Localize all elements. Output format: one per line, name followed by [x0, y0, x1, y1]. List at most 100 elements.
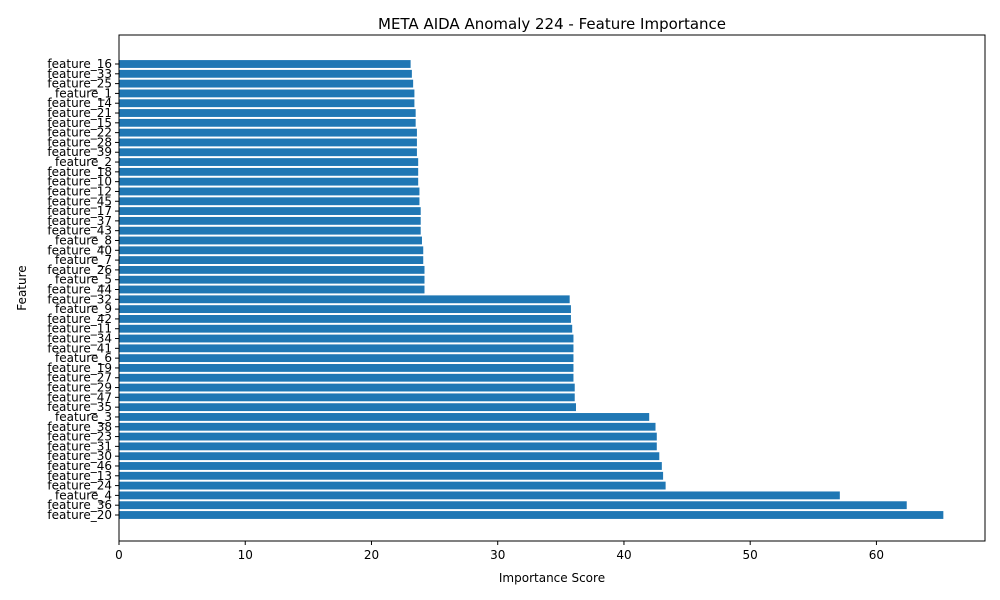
bar-feature_37 — [119, 216, 421, 225]
bar-feature_27 — [119, 373, 574, 382]
bar-feature_41 — [119, 344, 574, 353]
bar-feature_16 — [119, 60, 411, 68]
y-tick-label: feature_18 — [47, 165, 112, 179]
bar-feature_7 — [119, 256, 424, 265]
y-tick-label: feature_29 — [47, 381, 112, 395]
bar-feature_8 — [119, 236, 422, 245]
x-tick-label: 50 — [743, 548, 758, 562]
bar-feature_22 — [119, 128, 417, 137]
y-tick-label: feature_31 — [47, 439, 112, 453]
y-tick-label: feature_14 — [47, 96, 112, 110]
bar-feature_21 — [119, 109, 416, 117]
y-tick-label: feature_12 — [47, 184, 112, 198]
y-tick-label: feature_4 — [55, 488, 112, 502]
bar-feature_23 — [119, 432, 657, 441]
bar-feature_38 — [119, 422, 656, 431]
y-tick-label: feature_22 — [47, 126, 112, 140]
y-tick-label: feature_17 — [47, 204, 112, 218]
y-tick-label: feature_41 — [47, 341, 112, 355]
y-tick-label: feature_8 — [55, 233, 112, 247]
x-tick-label: 60 — [869, 548, 884, 562]
bar-feature_25 — [119, 79, 414, 88]
bar-feature_18 — [119, 167, 419, 176]
bar-feature_31 — [119, 442, 657, 451]
y-tick-label: feature_23 — [47, 430, 112, 444]
y-axis-label: Feature — [15, 265, 29, 310]
y-tick-label: feature_11 — [47, 322, 112, 336]
bars-group — [119, 60, 944, 519]
bar-feature_39 — [119, 148, 417, 157]
x-tick-label: 0 — [115, 548, 123, 562]
bar-feature_28 — [119, 138, 417, 147]
y-tick-label: feature_33 — [47, 67, 112, 81]
y-tick-label: feature_43 — [47, 224, 112, 238]
bar-feature_36 — [119, 501, 907, 510]
bar-feature_17 — [119, 207, 421, 215]
y-tick-label: feature_5 — [55, 273, 112, 287]
x-tick-label: 40 — [616, 548, 631, 562]
y-axis-ticks: feature_20feature_36feature_4feature_24f… — [47, 57, 119, 522]
y-tick-label: feature_21 — [47, 106, 112, 120]
bar-feature_19 — [119, 364, 574, 372]
y-tick-label: feature_47 — [47, 390, 112, 404]
bar-feature_6 — [119, 354, 574, 363]
chart-title: META AIDA Anomaly 224 - Feature Importan… — [378, 15, 726, 33]
y-tick-label: feature_35 — [47, 400, 112, 414]
bar-feature_29 — [119, 383, 575, 392]
bar-feature_12 — [119, 187, 420, 196]
bar-feature_5 — [119, 275, 425, 284]
bar-feature_43 — [119, 226, 421, 235]
y-tick-label: feature_27 — [47, 371, 112, 385]
bar-feature_33 — [119, 69, 412, 78]
y-tick-label: feature_39 — [47, 145, 112, 159]
y-tick-label: feature_10 — [47, 175, 112, 189]
y-tick-label: feature_44 — [47, 283, 112, 297]
y-tick-label: feature_24 — [47, 479, 112, 493]
bar-feature_10 — [119, 177, 419, 186]
y-tick-label: feature_15 — [47, 116, 112, 130]
bar-feature_44 — [119, 285, 425, 294]
bar-feature_26 — [119, 265, 425, 274]
x-tick-label: 10 — [238, 548, 253, 562]
bar-feature_15 — [119, 118, 416, 127]
bar-feature_40 — [119, 246, 424, 255]
y-tick-label: feature_36 — [47, 498, 112, 512]
bar-feature_32 — [119, 295, 570, 304]
y-tick-label: feature_28 — [47, 135, 112, 149]
y-tick-label: feature_26 — [47, 263, 112, 277]
y-tick-label: feature_9 — [55, 302, 112, 316]
y-tick-label: feature_38 — [47, 420, 112, 434]
bar-feature_2 — [119, 158, 419, 166]
y-tick-label: feature_13 — [47, 469, 112, 483]
bar-feature_24 — [119, 481, 666, 490]
bar-feature_13 — [119, 471, 664, 480]
y-tick-label: feature_30 — [47, 449, 112, 463]
y-tick-label: feature_40 — [47, 243, 112, 257]
bar-feature_1 — [119, 89, 415, 98]
y-tick-label: feature_19 — [47, 361, 112, 375]
y-tick-label: feature_2 — [55, 155, 112, 169]
bar-feature_9 — [119, 305, 571, 314]
y-tick-label: feature_46 — [47, 459, 112, 473]
bar-feature_20 — [119, 511, 944, 519]
y-tick-label: feature_25 — [47, 77, 112, 91]
y-tick-label: feature_42 — [47, 312, 112, 326]
x-tick-label: 20 — [364, 548, 379, 562]
bar-feature_46 — [119, 462, 662, 470]
x-tick-label: 30 — [490, 548, 505, 562]
y-tick-label: feature_16 — [47, 57, 112, 71]
y-tick-label: feature_7 — [55, 253, 112, 267]
plot-frame — [118, 34, 986, 542]
bar-feature_4 — [119, 491, 840, 500]
bar-feature_45 — [119, 197, 420, 206]
x-axis-ticks: 0 10 20 30 40 50 60 — [115, 541, 884, 562]
bar-feature_30 — [119, 452, 660, 461]
bar-feature_11 — [119, 324, 573, 333]
x-axis-label: Importance Score — [499, 571, 605, 585]
y-tick-label: feature_45 — [47, 194, 112, 208]
y-tick-label: feature_3 — [55, 410, 112, 424]
bar-feature_3 — [119, 413, 650, 421]
bar-feature_42 — [119, 314, 571, 323]
y-tick-label: feature_1 — [55, 86, 112, 100]
